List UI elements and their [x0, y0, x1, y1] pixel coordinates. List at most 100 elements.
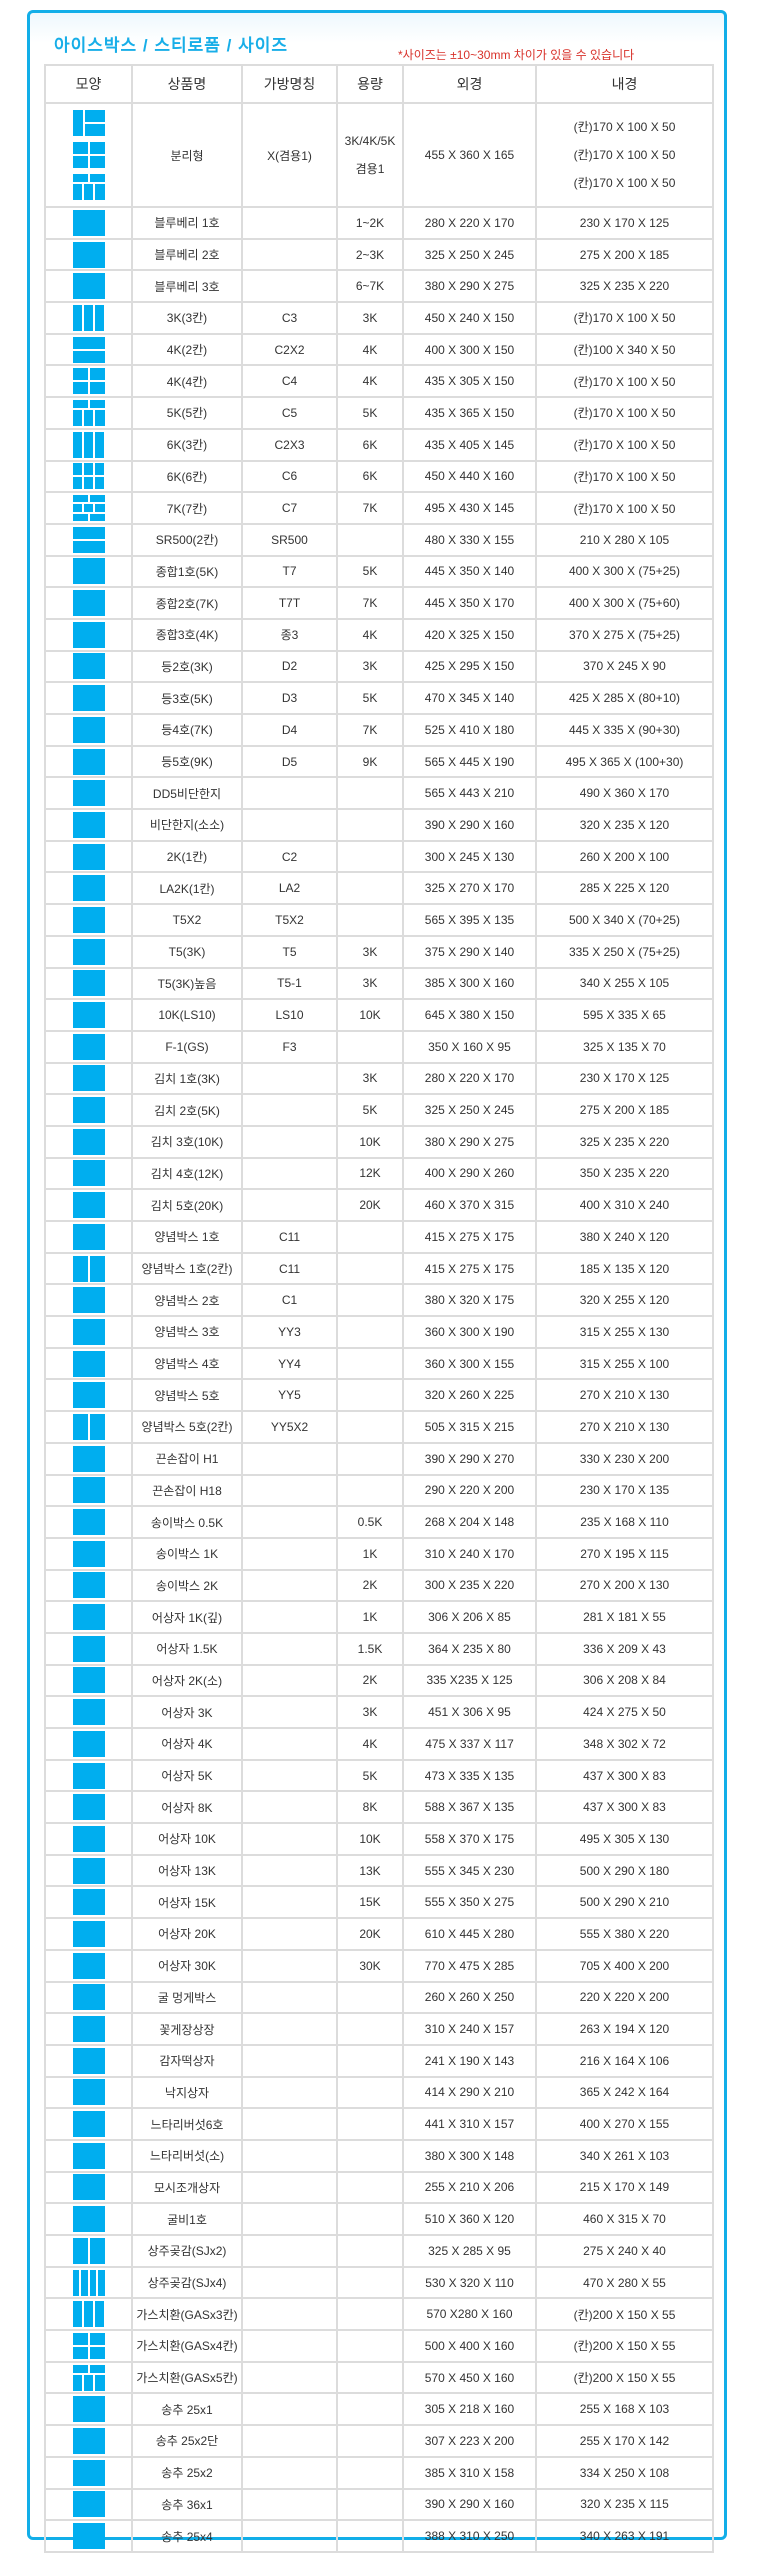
size-tolerance-note: *사이즈는 ±10~30mm 차이가 있을 수 있습니다 [398, 48, 635, 62]
outer-size: 310 X 240 X 157 [402, 2012, 537, 2046]
product-name: 양념박스 1호(2칸) [131, 1251, 243, 1286]
capacity [336, 2012, 404, 2046]
product-name: 4K(4칸) [131, 364, 243, 399]
outer-size: 420 X 325 X 150 [402, 617, 537, 652]
product-name: 2K(1칸) [131, 839, 243, 874]
bag-name [241, 1790, 338, 1825]
outer-size: 565 X 443 X 210 [402, 776, 537, 811]
outer-size: 450 X 440 X 160 [402, 459, 537, 494]
box-shape-single-icon [72, 1287, 105, 1314]
shape-cell [44, 1917, 133, 1951]
box-shape-single-icon [72, 209, 105, 236]
capacity: 1K [336, 1536, 404, 1571]
bag-name [241, 2265, 338, 2300]
box-shape-single-icon [72, 1984, 105, 2011]
outer-size: 645 X 380 X 150 [402, 998, 537, 1032]
box-shape-rows-2-icon [72, 336, 105, 363]
outer-size: 380 X 300 X 148 [402, 2138, 537, 2173]
outer-size: 565 X 445 X 190 [402, 744, 537, 779]
product-name: 끈손잡이 H1 [131, 1441, 243, 1476]
shape-cell [44, 1378, 133, 1413]
bag-name [241, 1727, 338, 1761]
shape-cell [44, 1536, 133, 1571]
shape-cell [44, 427, 133, 462]
box-shape-single-icon [72, 1350, 105, 1377]
capacity [336, 2138, 404, 2173]
box-shape-single-icon [72, 2206, 105, 2233]
shape-cell [44, 1695, 133, 1729]
shape-cell [44, 2297, 133, 2332]
product-name: 김치 2호(5K) [131, 1093, 243, 1127]
capacity [336, 1378, 404, 1413]
table-row: 송이박스 1K 1K 310 X 240 X 170 270 X 195 X 115 [44, 1536, 714, 1571]
outer-size: 390 X 290 X 270 [402, 1441, 537, 1476]
product-name: 송추 25x2 [131, 2455, 243, 2490]
table-row: 상주곶감(SJx4) 530 X 320 X 110 470 X 280 X 55 [44, 2265, 714, 2300]
table-row: 종합2호(7K) T7T 7K 445 X 350 X 170 400 X 300 X … [44, 586, 714, 620]
bag-name [241, 1917, 338, 1951]
capacity: 4K [336, 617, 404, 652]
capacity: 3K [336, 1061, 404, 1096]
box-shape-grid-6-icon [72, 463, 105, 490]
product-name: 어상자 1K(깊) [131, 1600, 243, 1634]
bag-name: C11 [241, 1251, 338, 1286]
box-shape-single-icon [72, 716, 105, 743]
inner-size: 285 X 225 X 120 [535, 871, 714, 906]
inner-size: 275 X 200 X 185 [535, 237, 714, 272]
table-row: LA2K(1칸) LA2 325 X 270 X 170 285 X 225 X 12… [44, 871, 714, 906]
shape-cell [44, 2043, 133, 2078]
capacity [336, 839, 404, 874]
col-inner-size: 내경 [535, 64, 714, 104]
outer-size: 525 X 410 X 180 [402, 713, 537, 747]
box-shape-single-icon [72, 2079, 105, 2106]
box-shape-split-1-2-icon [72, 110, 105, 136]
shape-cell [44, 2265, 133, 2300]
box-shape-grid-5-icon [72, 174, 105, 200]
bag-name [241, 1441, 338, 1476]
table-row: 등3호(5K) D3 5K 470 X 345 X 140 425 X 285 X (8… [44, 681, 714, 715]
box-shape-single-icon [72, 1857, 105, 1884]
outer-size: 380 X 320 X 175 [402, 1283, 537, 1318]
product-name: 블루베리 3호 [131, 269, 243, 304]
capacity [336, 1251, 404, 1286]
bag-name: C7 [241, 491, 338, 525]
capacity [336, 1220, 404, 1254]
capacity: 7K [336, 713, 404, 747]
capacity [336, 2424, 404, 2458]
col-outer-size: 외경 [402, 64, 537, 104]
capacity [336, 2234, 404, 2268]
product-name: 블루베리 2호 [131, 237, 243, 272]
shape-cell [44, 744, 133, 779]
bag-name [241, 2202, 338, 2236]
inner-size: 340 X 261 X 103 [535, 2138, 714, 2173]
bag-name [241, 1568, 338, 1603]
bag-name [241, 1061, 338, 1096]
outer-size: 390 X 290 X 160 [402, 2487, 537, 2522]
product-name: 낙지상자 [131, 2075, 243, 2110]
box-shape-single-icon [72, 1382, 105, 1409]
capacity [336, 2297, 404, 2332]
outer-size: 451 X 306 X 95 [402, 1695, 537, 1729]
outer-size: 325 X 250 X 245 [402, 237, 537, 272]
table-row: 느타리버섯(소) 380 X 300 X 148 340 X 261 X 103 [44, 2138, 714, 2173]
inner-size: (칸)170 X 100 X 50 [535, 396, 714, 430]
table-row: 4K(4칸) C4 4K 435 X 305 X 150 (칸)170 X 100 X … [44, 364, 714, 399]
bag-name [241, 1695, 338, 1729]
table-row: SR500(2칸) SR500 480 X 330 X 155 210 X 280 X… [44, 522, 714, 557]
size-table: 모양 상품명 가방명칭 용량 외경 내경 분리형 X(겸용1) 3K/4K/5K… [44, 64, 714, 2553]
product-name: 10K(LS10) [131, 998, 243, 1032]
shape-cell [44, 1727, 133, 1761]
box-shape-single-icon [72, 241, 105, 268]
capacity [336, 2170, 404, 2205]
box-shape-grid-4-icon [72, 368, 105, 395]
shape-cell [44, 776, 133, 811]
product-name: 등4호(7K) [131, 713, 243, 747]
capacity: 9K [336, 744, 404, 779]
bag-name: D5 [241, 744, 338, 779]
product-name: 양념박스 5호 [131, 1378, 243, 1413]
box-shape-cols-2-icon [72, 1255, 105, 1282]
table-row: 블루베리 2호 2~3K 325 X 250 X 245 275 X 200 X 18… [44, 237, 714, 272]
bag-name [241, 1156, 338, 1191]
capacity [336, 2202, 404, 2236]
inner-size: 275 X 240 X 40 [535, 2234, 714, 2268]
